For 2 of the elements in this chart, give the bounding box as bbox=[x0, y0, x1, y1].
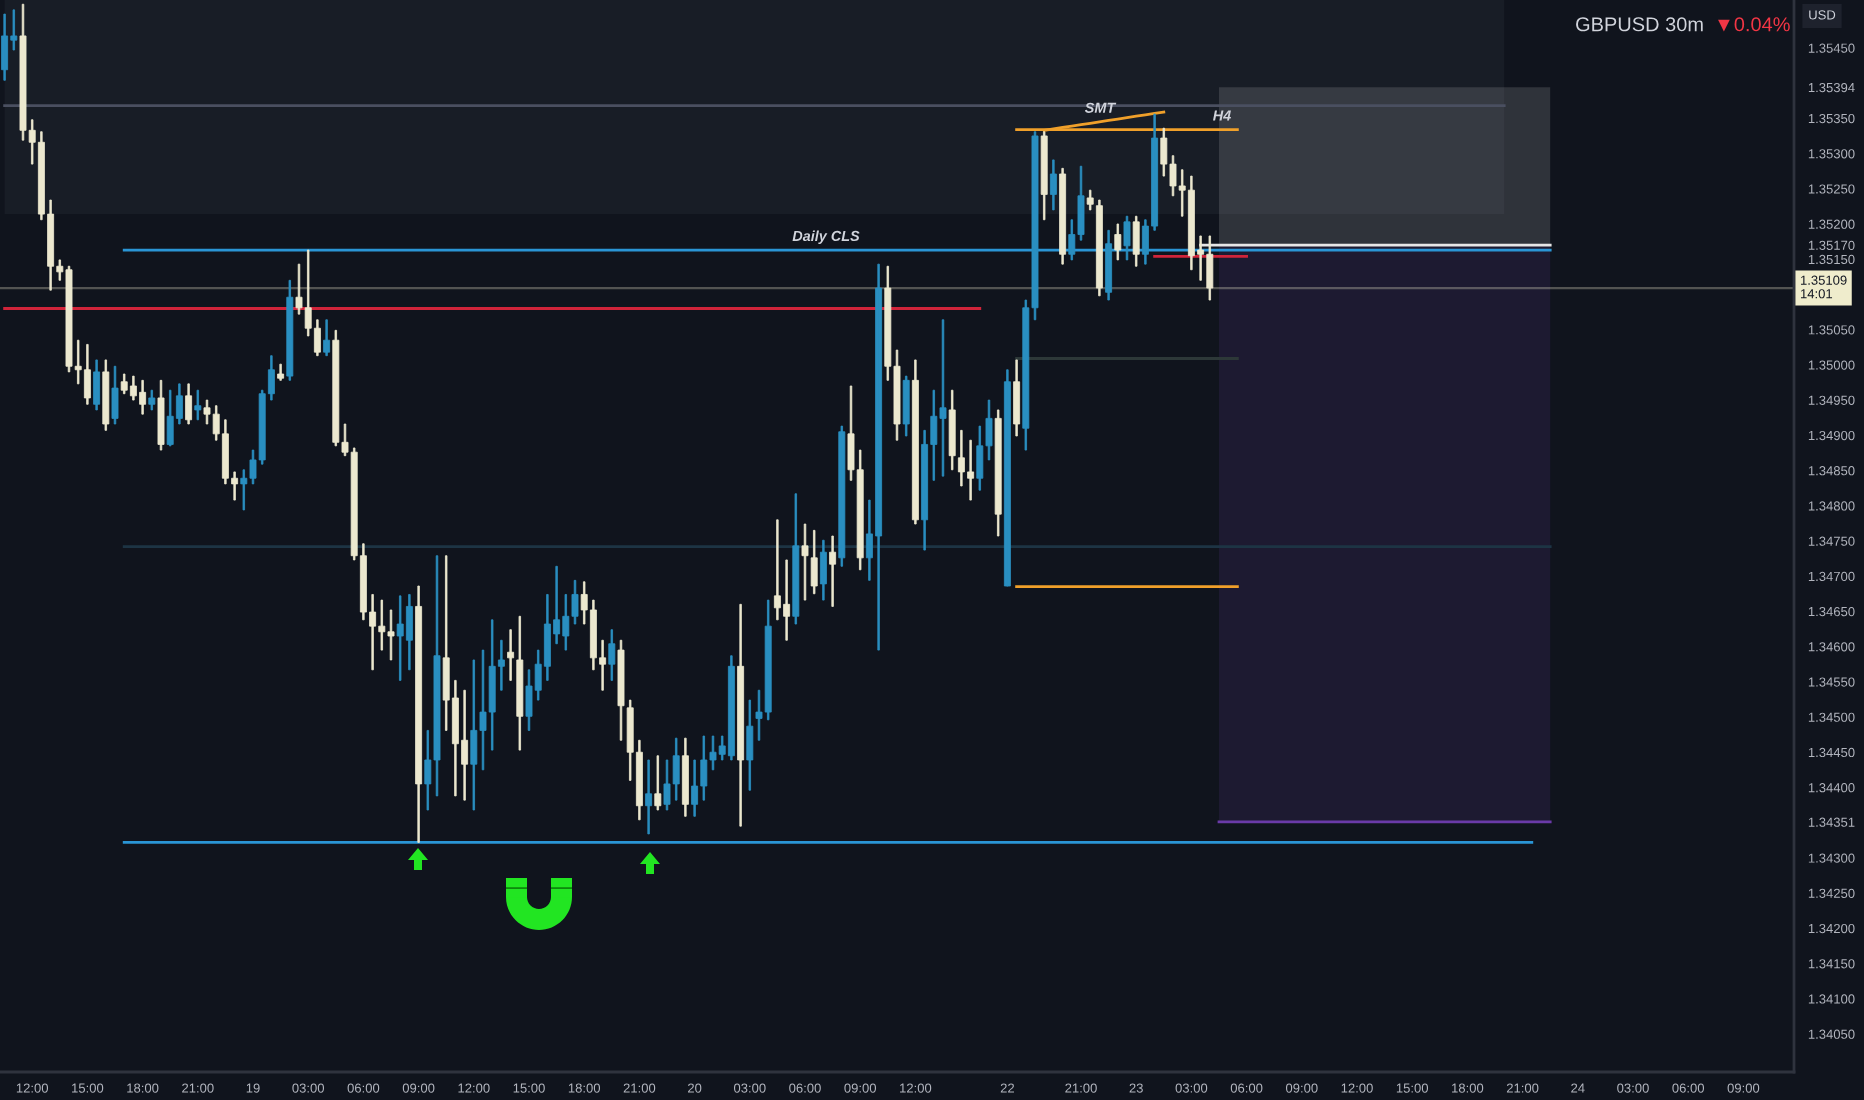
text: ▼0.04% bbox=[1718, 17, 1790, 32]
text: GBPUSD 30m bbox=[1576, 17, 1703, 32]
